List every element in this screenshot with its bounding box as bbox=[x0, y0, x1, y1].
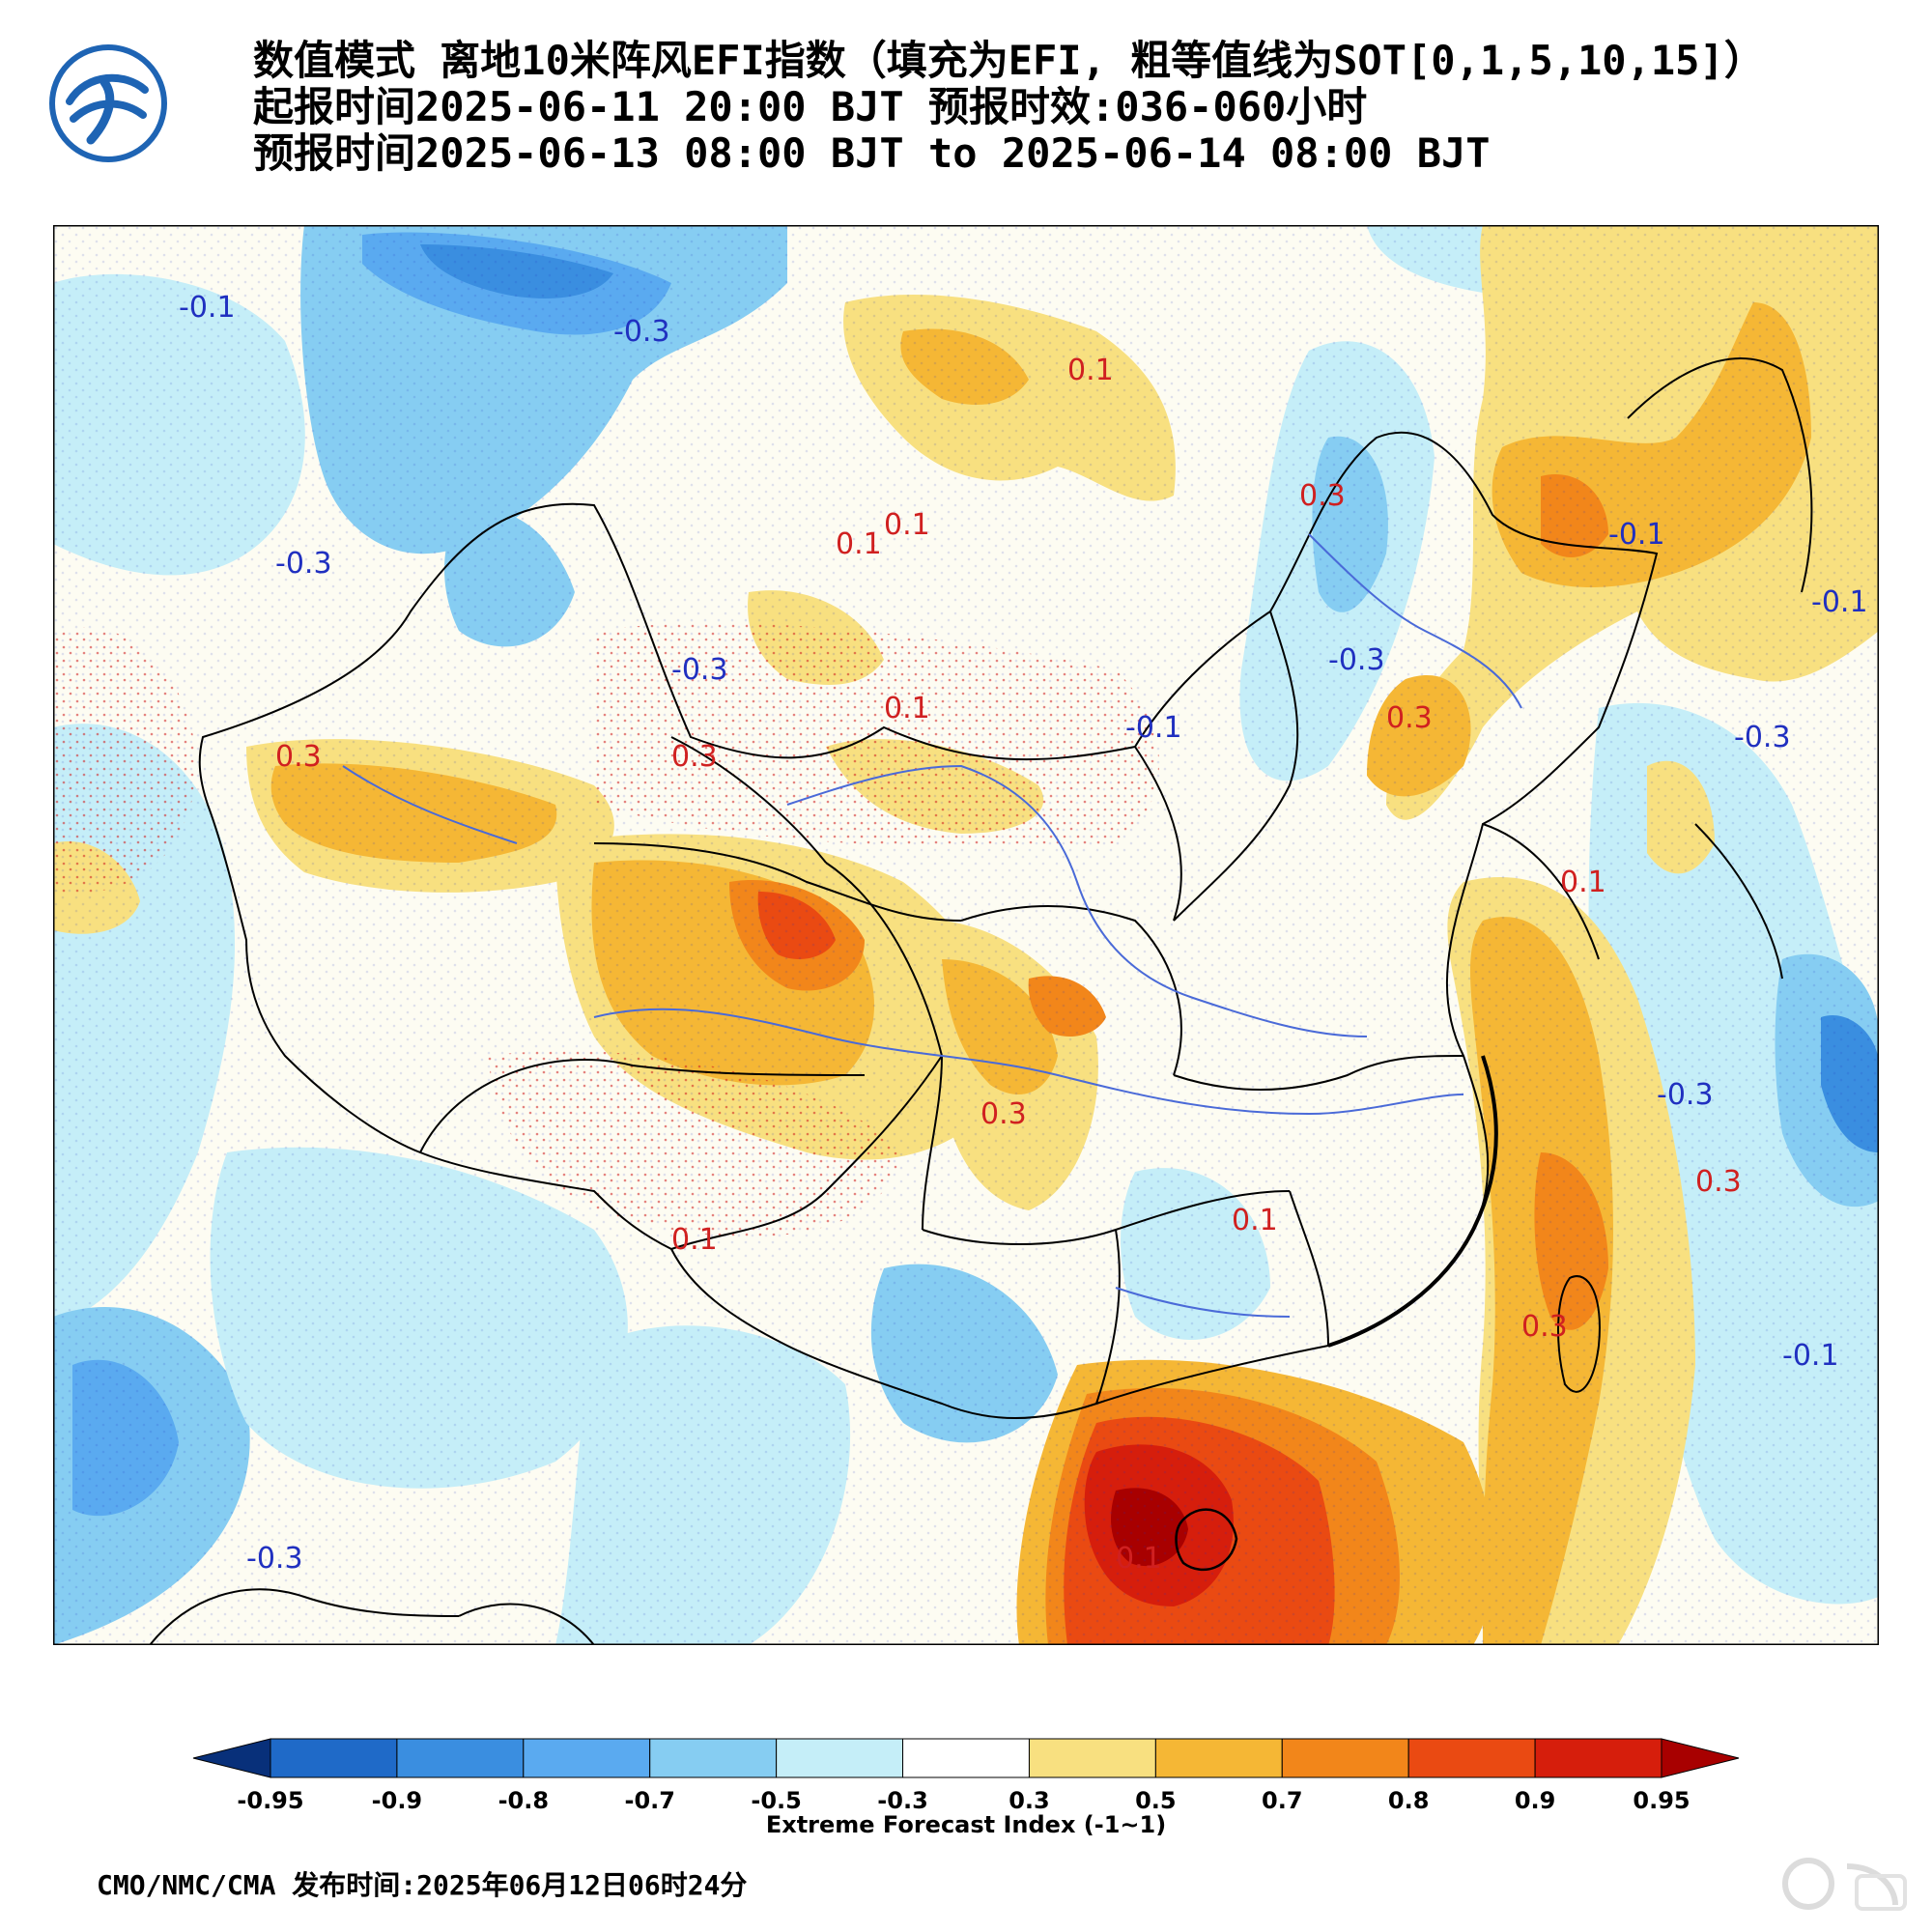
colorbar-tick: 0.5 bbox=[1135, 1787, 1177, 1814]
contour-dots bbox=[53, 225, 1879, 1645]
contour-label: 0.1 bbox=[671, 1223, 718, 1257]
colorbar-tick: 0.7 bbox=[1262, 1787, 1303, 1814]
boundaries bbox=[149, 357, 1813, 1645]
contour-label: 0.1 bbox=[884, 692, 930, 725]
colorbar-tick: 0.3 bbox=[1009, 1787, 1050, 1814]
colorbar-box bbox=[1534, 1738, 1662, 1778]
colorbar-box bbox=[902, 1738, 1030, 1778]
contour-labels: -0.3 -0.1 -0.3 -0.3 -0.1 -0.3 -0.1 -0.3 -0.1 -0.3… bbox=[179, 291, 1868, 1576]
init-time-line: 起报时间2025-06-11 20:00 BJT 预报时效:036-060小时 bbox=[253, 83, 1368, 130]
rivers bbox=[342, 533, 1522, 1318]
contour-label: 0.3 bbox=[1386, 701, 1433, 735]
contour-label: -0.3 bbox=[246, 1542, 303, 1576]
colorbar-tick: -0.3 bbox=[877, 1787, 927, 1814]
contour-label: 0.3 bbox=[671, 740, 718, 774]
colorbar-high-arrow bbox=[1661, 1738, 1740, 1778]
contour-label: -0.1 bbox=[179, 291, 236, 325]
contour-label: -0.3 bbox=[1328, 643, 1385, 677]
colorbar-tick: -0.7 bbox=[624, 1787, 674, 1814]
contour-label: -0.1 bbox=[1782, 1339, 1839, 1373]
cma-logo-icon bbox=[49, 44, 167, 162]
colorbar-box bbox=[776, 1738, 904, 1778]
map-title: 数值模式 离地10米阵风EFI指数（填充为EFI, 粗等值线为SOT[0,1,5… bbox=[253, 37, 1765, 84]
contour-label: -0.1 bbox=[1811, 585, 1868, 619]
contour-label: 0.3 bbox=[980, 1097, 1027, 1131]
contour-label: -0.3 bbox=[1734, 721, 1791, 754]
colorbar-tick: 0.95 bbox=[1633, 1787, 1690, 1814]
map-area: -0.3 -0.1 -0.3 -0.3 -0.1 -0.3 -0.1 -0.3 -0.1 -0.3… bbox=[0, 174, 1932, 1702]
colorbar-tick: -0.95 bbox=[237, 1787, 303, 1814]
contour-label: -0.1 bbox=[1608, 518, 1665, 552]
contour-label: -0.3 bbox=[613, 315, 670, 349]
contour-label: -0.3 bbox=[671, 653, 728, 687]
contour-label: 0.3 bbox=[275, 740, 322, 774]
colorbar-box bbox=[1407, 1738, 1536, 1778]
contour-label: 0.1 bbox=[836, 527, 882, 561]
contour-label: 0.1 bbox=[1560, 866, 1606, 899]
colorbar-tick: 0.9 bbox=[1515, 1787, 1556, 1814]
contour-label: -0.1 bbox=[1125, 711, 1182, 745]
colorbar-box bbox=[1028, 1738, 1156, 1778]
weibo-watermark-icon bbox=[1782, 1858, 1907, 1911]
contour-label: 0.3 bbox=[1299, 479, 1346, 513]
colorbar-box bbox=[1154, 1738, 1283, 1778]
contour-label: -0.3 bbox=[1657, 1078, 1714, 1112]
valid-time-line: 预报时间2025-06-13 08:00 BJT to 2025-06-14 0… bbox=[253, 129, 1491, 177]
colorbar-box bbox=[396, 1738, 525, 1778]
footer-issue-time: CMO/NMC/CMA 发布时间:2025年06月12日06时24分 bbox=[97, 1869, 748, 1901]
colorbar-tick: -0.8 bbox=[498, 1787, 549, 1814]
contour-label: 0.3 bbox=[1521, 1310, 1568, 1344]
colorbar-tick: 0.8 bbox=[1388, 1787, 1430, 1814]
contour-label: -0.3 bbox=[275, 547, 332, 581]
colorbar-box bbox=[649, 1738, 778, 1778]
contour-label: 0.1 bbox=[1067, 354, 1114, 387]
colorbar-box bbox=[523, 1738, 651, 1778]
colorbar-tick: -0.5 bbox=[751, 1787, 801, 1814]
colorbar: -0.95 -0.9 -0.8 -0.7 -0.5 -0.3 0.3 0.5 0.7 0.8 0.9… bbox=[192, 1738, 1740, 1835]
colorbar-box bbox=[270, 1738, 398, 1778]
efi-map: -0.3 -0.1 -0.3 -0.3 -0.1 -0.3 -0.1 -0.3 -0.1 -0.3… bbox=[0, 174, 1932, 1702]
colorbar-tick: -0.9 bbox=[372, 1787, 422, 1814]
contour-label: 0.3 bbox=[1695, 1165, 1742, 1199]
colorbar-box bbox=[1281, 1738, 1409, 1778]
contour-label: 0.1 bbox=[1116, 1542, 1162, 1576]
contour-label: 0.1 bbox=[884, 508, 930, 542]
coastline bbox=[1327, 1055, 1498, 1348]
contour-label: 0.1 bbox=[1232, 1204, 1278, 1237]
colorbar-low-arrow bbox=[192, 1738, 271, 1778]
colorbar-label: Extreme Forecast Index (-1~1) bbox=[766, 1811, 1166, 1835]
